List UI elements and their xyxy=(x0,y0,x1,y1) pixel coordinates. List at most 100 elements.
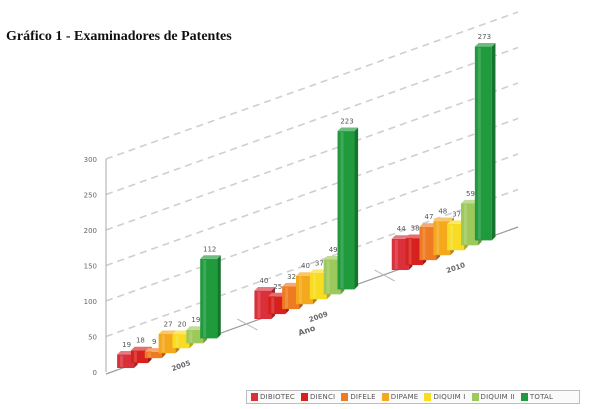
category-separator xyxy=(374,269,395,282)
grid-layer xyxy=(105,11,519,338)
legend-label: DIQUIM I xyxy=(433,393,466,401)
gridline xyxy=(105,188,519,338)
data-label: 19 xyxy=(122,341,131,349)
bar-highlight xyxy=(477,47,481,240)
data-label: 19 xyxy=(191,316,200,324)
bar-total xyxy=(200,255,221,339)
bar-highlight xyxy=(464,204,468,245)
y-tick-label: 200 xyxy=(84,227,97,235)
data-label: 18 xyxy=(136,337,145,345)
chart-title: Gráfico 1 - Examinadores de Patentes xyxy=(6,29,232,44)
bar-highlight xyxy=(175,335,179,348)
chart-legend: DIBIOTEC DIENCI DIFELE DIPAME DIQUIM I DIQUIM… xyxy=(246,390,580,404)
bar-highlight xyxy=(189,330,193,343)
bar-highlight xyxy=(326,260,330,294)
labels-layer: 0 50 100 150 200 250 300 19 18 9 27 20 19 112 2005 40 25… xyxy=(84,33,491,377)
gridline xyxy=(105,46,519,196)
bar-highlight xyxy=(422,227,426,260)
gridline xyxy=(105,11,519,160)
legend-item: TOTAL xyxy=(520,393,554,401)
bar-front-face xyxy=(474,46,492,241)
x-tick-label: 2005 xyxy=(171,359,192,373)
legend-item: DIPAME xyxy=(381,393,419,401)
bar-highlight xyxy=(340,132,344,289)
legend-label: TOTAL xyxy=(529,393,554,401)
bar-highlight xyxy=(257,291,261,319)
gridline xyxy=(105,82,519,231)
data-label: 48 xyxy=(438,208,447,216)
legend-label: DIENCI xyxy=(310,393,336,401)
data-label: 9 xyxy=(152,338,156,346)
bar-front-face xyxy=(337,131,355,290)
legend-item: DIBIOTEC xyxy=(251,393,295,401)
bar-top-face xyxy=(200,255,221,259)
legend-label: DIFELE xyxy=(350,393,376,401)
legend-swatch xyxy=(424,393,432,401)
legend-swatch xyxy=(251,393,258,401)
data-label: 44 xyxy=(397,225,406,233)
bar-top-face xyxy=(433,217,454,222)
bar-front-face xyxy=(200,258,218,339)
bar-highlight xyxy=(285,287,289,309)
data-label: 27 xyxy=(164,320,173,328)
data-label: 20 xyxy=(178,320,187,328)
bar-highlight xyxy=(298,276,302,304)
bar-highlight xyxy=(394,239,398,270)
data-label: 38 xyxy=(411,225,420,233)
legend-item: DIQUIM II xyxy=(471,393,515,401)
data-label: 32 xyxy=(287,273,296,281)
bar-top-face xyxy=(337,127,359,132)
bar-top-face xyxy=(254,287,276,291)
legend-item: DIENCI xyxy=(301,393,335,401)
bar-front-face xyxy=(144,351,162,359)
category-separator xyxy=(237,318,258,331)
gridline xyxy=(105,117,519,267)
bar-top-face xyxy=(130,346,152,351)
data-label: 273 xyxy=(478,33,491,41)
bar-highlight xyxy=(203,259,207,338)
bar-highlight xyxy=(408,239,412,265)
legend-swatch xyxy=(341,393,349,401)
legend-item: DIQUIM I xyxy=(424,393,465,401)
data-label: 112 xyxy=(203,245,216,253)
bar-highlight xyxy=(436,222,440,255)
bar-side-face xyxy=(491,42,496,241)
data-label: 40 xyxy=(301,262,310,270)
y-tick-label: 0 xyxy=(93,369,97,377)
legend-swatch xyxy=(520,393,528,401)
bar-total xyxy=(337,127,359,290)
bars-layer xyxy=(117,42,496,369)
x-tick-label: 2010 xyxy=(445,261,466,275)
data-label: 47 xyxy=(424,213,433,221)
x-axis-title: Ano xyxy=(297,323,317,337)
legend-label: DIPAME xyxy=(390,393,419,401)
bar-top-face xyxy=(474,42,496,47)
bar-total xyxy=(474,42,496,241)
data-label: 49 xyxy=(329,246,338,254)
x-tick-label: 2009 xyxy=(308,310,329,324)
data-label: 37 xyxy=(315,259,324,267)
bar-highlight xyxy=(312,274,316,299)
data-label: 37 xyxy=(452,210,461,218)
data-label: 223 xyxy=(340,117,353,125)
bar-side-face xyxy=(354,127,359,290)
gridline xyxy=(105,153,519,302)
legend-label: DIBIOTEC xyxy=(260,393,296,401)
data-label: 59 xyxy=(466,190,475,198)
y-tick-label: 50 xyxy=(88,334,97,342)
bar-highlight xyxy=(133,351,137,363)
y-tick-label: 100 xyxy=(84,298,97,306)
y-tick-label: 150 xyxy=(84,263,97,271)
bar-highlight xyxy=(120,355,124,368)
y-tick-label: 250 xyxy=(84,192,97,200)
bar-highlight xyxy=(271,297,275,314)
legend-label: DIQUIM II xyxy=(480,393,515,401)
data-label: 25 xyxy=(273,283,282,291)
bar-side-face xyxy=(217,255,221,339)
bar-highlight xyxy=(161,335,165,353)
data-label: 40 xyxy=(259,277,268,285)
bar-highlight xyxy=(450,225,454,250)
legend-swatch xyxy=(301,393,309,401)
legend-item: DIFELE xyxy=(341,393,376,401)
